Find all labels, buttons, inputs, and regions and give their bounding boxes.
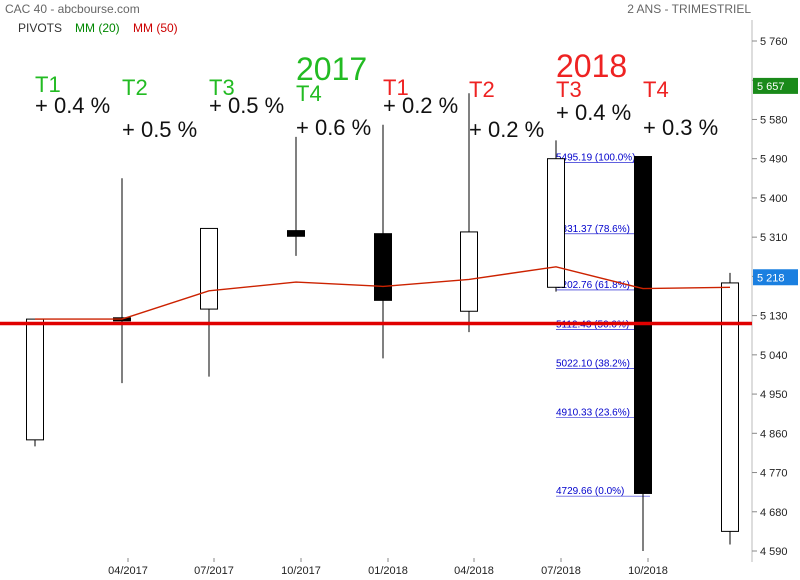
x-tick-label: 04/2017	[108, 565, 148, 577]
quarter-change: + 0.6 %	[296, 115, 371, 140]
price-badge	[753, 269, 798, 286]
y-tick-label: 5 040	[760, 350, 788, 362]
quarter-label: T3	[556, 77, 582, 102]
y-axis: 4 590 4 680 4 770 4 860 4 950 5 040 5 130 5 310…	[752, 36, 788, 558]
candle-body	[547, 158, 565, 288]
quarter-change: + 0.4 %	[556, 100, 631, 125]
candle-body	[721, 282, 739, 532]
chart-period: 2 ANS - TRIMESTRIEL	[627, 2, 751, 16]
quarter-change: + 0.5 %	[122, 117, 197, 142]
quarter-change: + 0.5 %	[209, 93, 284, 118]
year-label: 2017	[296, 51, 367, 87]
price-badges: 5 657 5 218	[753, 77, 798, 286]
legend-ma50: MM (50)	[133, 21, 178, 35]
price-badge-label: 5 657	[757, 81, 785, 93]
fib-label: 5331.37 (78.6%)	[556, 224, 630, 235]
quarter-label: T1	[383, 75, 409, 100]
x-axis: 04/2017 07/2017 10/2017 01/2018 04/2018 07/20…	[108, 558, 668, 577]
y-tick-label: 4 590	[760, 546, 788, 558]
quarter-label: T3	[209, 75, 235, 100]
y-tick-label: 4 860	[760, 428, 788, 440]
candle-body	[460, 231, 478, 312]
y-tick-label: 5 310	[760, 232, 788, 244]
quarter-change: + 0.3 %	[643, 115, 718, 140]
x-tick-label: 07/2017	[194, 565, 234, 577]
y-tick-label: 5 580	[760, 114, 788, 126]
fib-label: 5022.10 (38.2%)	[556, 359, 630, 370]
y-tick-label: 5 130	[760, 311, 788, 323]
ma50-line	[35, 266, 731, 320]
candle-body	[287, 230, 305, 237]
y-tick-label: 4 770	[760, 468, 788, 480]
quarter-label: T2	[122, 75, 148, 100]
legend-ma20: MM (20)	[75, 21, 120, 35]
price-badge	[753, 77, 798, 94]
fib-label: 4729.66 (0.0%)	[556, 486, 624, 497]
candle-body	[374, 233, 392, 301]
candles	[26, 93, 739, 551]
quarter-annotations: T1+ 0.4 %T2+ 0.5 %T3+ 0.5 % T4+ 0.6 %T1+ …	[35, 48, 718, 142]
quarter-change: + 0.4 %	[35, 93, 110, 118]
fib-label: 5495.19 (100.0%)	[556, 152, 636, 163]
quarter-label: T4	[643, 77, 669, 102]
year-label: 2018	[556, 48, 627, 84]
fib-label: 5202.76 (61.8%)	[556, 280, 630, 291]
y-tick-label: 5 400	[760, 193, 788, 205]
quarter-label: T2	[469, 77, 495, 102]
moving-average	[35, 266, 731, 320]
fib-label: 4910.33 (23.6%)	[556, 407, 630, 418]
quarter-change: + 0.2 %	[383, 93, 458, 118]
y-tick-label: 4 680	[760, 507, 788, 519]
x-tick-label: 04/2018	[454, 565, 494, 577]
quarter-label: T4	[296, 81, 322, 106]
legend-pivots: PIVOTS	[18, 21, 62, 35]
y-tick-label: 5 490	[760, 154, 788, 166]
candle-body	[26, 318, 44, 441]
y-tick-label: 4 950	[760, 389, 788, 401]
y-tick-label: 5 760	[760, 36, 788, 48]
candle-body	[200, 227, 218, 310]
x-tick-label: 01/2018	[368, 565, 408, 577]
quarter-change: + 0.2 %	[469, 117, 544, 142]
x-tick-label: 07/2018	[541, 565, 581, 577]
x-tick-label: 10/2017	[281, 565, 321, 577]
quarter-label: T1	[35, 72, 61, 97]
price-badge-label: 5 218	[757, 272, 785, 284]
chart-title: CAC 40 - abcbourse.com	[5, 2, 140, 16]
x-tick-label: 10/2018	[628, 565, 668, 577]
